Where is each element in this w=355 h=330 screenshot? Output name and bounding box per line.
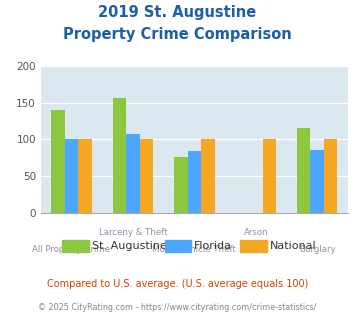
Bar	[78, 139, 92, 213]
Text: National: National	[270, 241, 316, 251]
Text: Motor Vehicle Theft: Motor Vehicle Theft	[152, 245, 236, 254]
Text: All Property Crime: All Property Crime	[32, 245, 111, 254]
Bar	[324, 139, 338, 213]
Text: St. Augustine: St. Augustine	[92, 241, 166, 251]
Bar	[297, 128, 310, 213]
Bar	[310, 150, 324, 213]
Bar	[187, 151, 201, 213]
Text: Compared to U.S. average. (U.S. average equals 100): Compared to U.S. average. (U.S. average …	[47, 279, 308, 289]
Bar	[174, 157, 187, 213]
Bar	[65, 139, 78, 213]
Bar	[126, 134, 140, 213]
Text: Property Crime Comparison: Property Crime Comparison	[63, 27, 292, 42]
Text: Larceny & Theft: Larceny & Theft	[99, 228, 167, 237]
Bar	[263, 139, 276, 213]
Text: © 2025 CityRating.com - https://www.cityrating.com/crime-statistics/: © 2025 CityRating.com - https://www.city…	[38, 303, 317, 312]
Text: Burglary: Burglary	[299, 245, 335, 254]
Bar	[140, 139, 153, 213]
Text: 2019 St. Augustine: 2019 St. Augustine	[98, 5, 257, 20]
Text: Arson: Arson	[244, 228, 268, 237]
Text: Florida: Florida	[194, 241, 232, 251]
Bar	[113, 98, 126, 213]
Bar	[201, 139, 215, 213]
Bar	[51, 110, 65, 213]
